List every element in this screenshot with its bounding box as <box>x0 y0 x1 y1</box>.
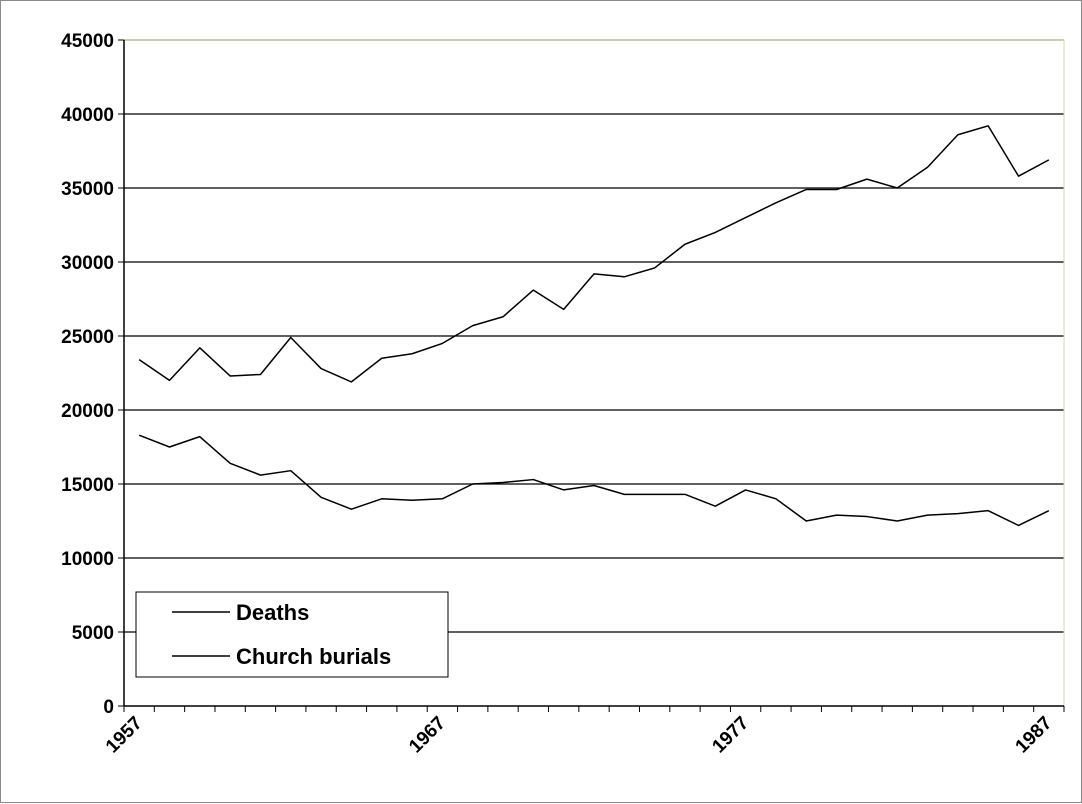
axes: 0 5000 10000 15000 20000 25000 30000 35000 40000… <box>61 31 1065 758</box>
x-tick-label: 1957 <box>102 713 147 758</box>
series-line-deaths <box>138 125 1050 383</box>
legend-label-church-burials: Church burials <box>236 644 391 669</box>
series-line-church-burials <box>138 434 1050 527</box>
legend: Deaths Church burials <box>135 591 449 678</box>
x-tick-label: 1977 <box>708 713 753 758</box>
y-tick-label: 0 <box>103 697 114 718</box>
y-tick-label: 5000 <box>72 623 114 644</box>
series-lines <box>138 125 1050 527</box>
x-tick-label: 1967 <box>405 713 450 758</box>
gridlines <box>124 39 1064 633</box>
y-tick-label: 15000 <box>61 475 114 496</box>
y-tick-label: 10000 <box>61 549 114 570</box>
y-tick-label: 35000 <box>61 179 114 200</box>
x-tick-label: 1987 <box>1012 713 1057 758</box>
legend-label-deaths: Deaths <box>236 600 309 625</box>
y-tick-label: 25000 <box>61 327 114 348</box>
y-tick-label: 40000 <box>61 105 114 126</box>
legend-box <box>135 591 449 678</box>
y-tick-label: 30000 <box>61 253 114 274</box>
y-tick-label: 20000 <box>61 401 114 422</box>
y-tick-label: 45000 <box>61 31 114 52</box>
